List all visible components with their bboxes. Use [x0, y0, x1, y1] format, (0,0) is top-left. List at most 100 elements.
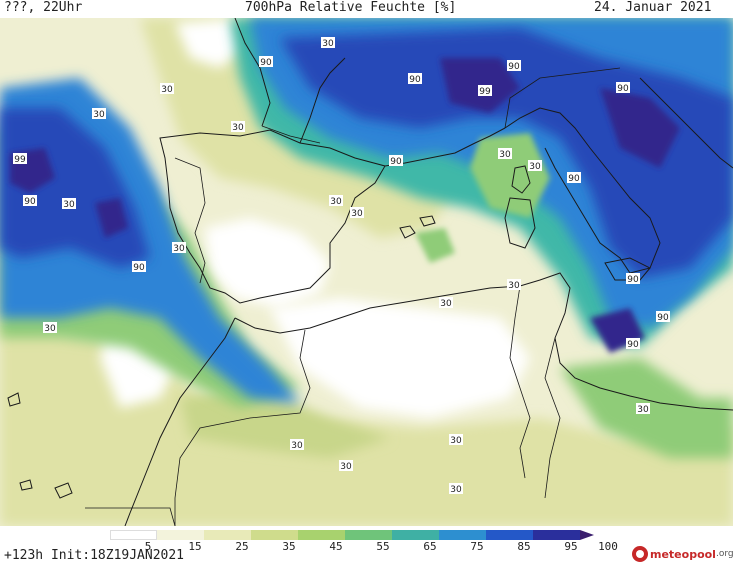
contour-label-30: 30 — [350, 207, 364, 219]
field-green-sahara — [180, 388, 390, 458]
field-olive-south — [0, 318, 733, 526]
border-italy-alps — [504, 67, 621, 129]
svg-text:99: 99 — [14, 155, 26, 165]
colorbar-label: 100 — [598, 540, 618, 553]
contour-label-90: 90 — [656, 311, 670, 323]
borders — [85, 67, 621, 526]
field-green-corsica — [470, 133, 550, 218]
colorbar-segment — [345, 530, 392, 540]
svg-text:30: 30 — [232, 123, 244, 133]
svg-text:30: 30 — [93, 110, 105, 120]
border-spain-portugal — [174, 157, 206, 284]
colorbar-label: 85 — [517, 540, 531, 553]
svg-text:90: 90 — [568, 174, 580, 184]
logo-icon — [632, 546, 648, 562]
svg-text:90: 90 — [260, 58, 272, 68]
contour-label-30: 30 — [172, 242, 186, 254]
svg-text:30: 30 — [161, 85, 173, 95]
colorbar-label: 45 — [329, 540, 343, 553]
colorbar-segment — [251, 530, 298, 540]
field-dry-iberia — [205, 218, 330, 308]
colorbar-segment — [580, 530, 594, 540]
svg-text:30: 30 — [173, 244, 185, 254]
contour-label-99: 99 — [13, 153, 27, 165]
logo-name: meteopool — [650, 547, 716, 561]
coast-canaries — [7, 392, 73, 499]
svg-text:30: 30 — [499, 150, 511, 160]
colorbar-label: 5 — [144, 540, 152, 553]
contour-label-90: 90 — [616, 82, 630, 94]
contour-label-90: 90 — [389, 155, 403, 167]
svg-text:30: 30 — [340, 462, 352, 472]
coast-france — [234, 18, 506, 167]
contour-label-90: 90 — [132, 261, 146, 273]
colorbar-segment — [204, 530, 251, 540]
contour-label-30: 30 — [321, 37, 335, 49]
border-west-sahara — [85, 507, 176, 526]
contour-label-90: 90 — [626, 273, 640, 285]
contour-label-30: 30 — [507, 279, 521, 291]
svg-text:30: 30 — [440, 299, 452, 309]
contour-label-30: 30 — [498, 148, 512, 160]
colorbar-label: 35 — [282, 540, 296, 553]
coast-balearic — [399, 215, 436, 239]
svg-text:90: 90 — [508, 62, 520, 72]
contour-label-90: 90 — [408, 73, 422, 85]
contour-label-90: 90 — [567, 172, 581, 184]
colorbar-label: 15 — [188, 540, 202, 553]
colorbar-label: 65 — [423, 540, 437, 553]
meteopool-logo[interactable]: meteopool .org — [632, 546, 733, 562]
contour-label-30: 30 — [290, 439, 304, 451]
init-time: +123h Init:18Z19JAN2021 — [4, 548, 185, 563]
field-dry-north — [175, 18, 245, 68]
contour-label-99: 99 — [478, 85, 492, 97]
svg-text:90: 90 — [133, 263, 145, 273]
colorbar-segment — [533, 530, 580, 540]
coast-corsica-sardinia — [504, 165, 536, 249]
contour-label-30: 30 — [329, 195, 343, 207]
map-canvas: 30 30 30 30 30 30 30 30 30 30 30 30 30 3… — [0, 18, 733, 526]
contour-label-90: 90 — [507, 60, 521, 72]
colorbar-segment — [298, 530, 345, 540]
svg-text:90: 90 — [409, 75, 421, 85]
contour-labels: 30 30 30 30 30 30 30 30 30 30 30 30 30 3… — [13, 37, 670, 495]
colorbar-segment — [392, 530, 439, 540]
svg-text:90: 90 — [657, 313, 669, 323]
svg-text:30: 30 — [322, 39, 334, 49]
humidity-map: 30 30 30 30 30 30 30 30 30 30 30 30 30 3… — [0, 18, 733, 526]
contour-label-30: 30 — [636, 403, 650, 415]
svg-text:30: 30 — [529, 162, 541, 172]
colorbar-segment — [157, 530, 204, 540]
contour-label-30: 30 — [92, 108, 106, 120]
coastlines — [7, 18, 733, 526]
contour-label-30: 30 — [62, 198, 76, 210]
contour-label-30: 30 — [449, 434, 463, 446]
svg-text:30: 30 — [637, 405, 649, 415]
contour-label-30: 30 — [160, 83, 174, 95]
contour-label-30: 30 — [231, 121, 245, 133]
coast-morocco — [124, 317, 236, 526]
colorbar — [110, 530, 594, 540]
field-green-balearic — [415, 228, 455, 263]
header: ???, 22Uhr 700hPa Relative Feuchte [%] 2… — [0, 0, 733, 18]
contour-label-30: 30 — [449, 483, 463, 495]
svg-text:30: 30 — [44, 324, 56, 334]
svg-text:99: 99 — [479, 87, 491, 97]
contour-label-30: 30 — [339, 460, 353, 472]
contour-label-90: 90 — [626, 338, 640, 350]
svg-text:90: 90 — [24, 197, 36, 207]
field-dry-algeria — [270, 298, 530, 418]
svg-text:30: 30 — [508, 281, 520, 291]
logo-tld: .org — [715, 549, 733, 559]
field-violet-italy — [600, 88, 680, 168]
coast-italy — [504, 77, 733, 274]
coast-sicily — [604, 257, 651, 281]
svg-text:30: 30 — [450, 485, 462, 495]
contour-label-30: 30 — [528, 160, 542, 172]
coast-north-africa — [234, 272, 733, 411]
svg-text:30: 30 — [63, 200, 75, 210]
chart-title: 700hPa Relative Feuchte [%] — [245, 0, 457, 15]
contour-label-90: 90 — [23, 195, 37, 207]
svg-text:90: 90 — [627, 275, 639, 285]
contour-label-30: 30 — [43, 322, 57, 334]
